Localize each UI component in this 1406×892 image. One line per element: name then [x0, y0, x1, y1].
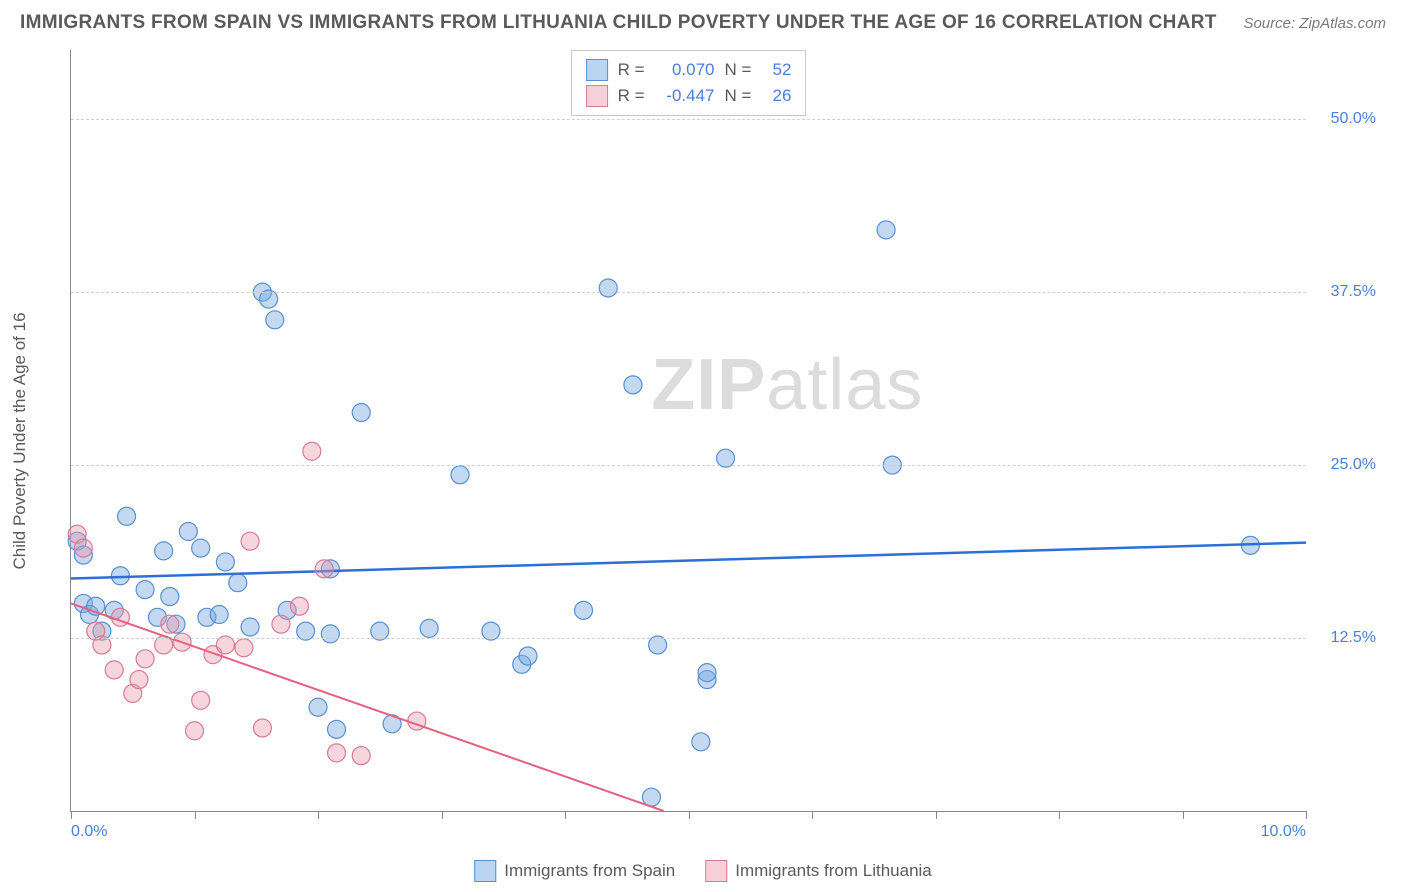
- x-tick-max: 10.0%: [1261, 823, 1306, 841]
- swatch-pink-icon: [705, 860, 727, 882]
- correlation-legend: R = 0.070 N = 52 R = -0.447 N = 26: [571, 50, 807, 116]
- gridline: [71, 638, 1306, 639]
- source-label: Source: ZipAtlas.com: [1243, 15, 1386, 32]
- x-tick: [442, 811, 443, 819]
- data-point: [186, 722, 204, 740]
- x-tick: [936, 811, 937, 819]
- data-point: [136, 581, 154, 599]
- legend-label-spain: Immigrants from Spain: [504, 861, 675, 881]
- x-tick: [71, 811, 72, 819]
- data-point: [118, 507, 136, 525]
- correlation-row-lithuania: R = -0.447 N = 26: [586, 83, 792, 109]
- x-tick-min: 0.0%: [71, 823, 107, 841]
- data-point: [161, 615, 179, 633]
- data-point: [328, 744, 346, 762]
- gridline: [71, 119, 1306, 120]
- data-point: [241, 532, 259, 550]
- trend-line: [71, 603, 664, 811]
- data-point: [328, 720, 346, 738]
- data-point: [321, 625, 339, 643]
- data-point: [192, 691, 210, 709]
- data-point: [235, 639, 253, 657]
- data-point: [155, 542, 173, 560]
- data-point: [74, 539, 92, 557]
- data-point: [229, 574, 247, 592]
- gridline: [71, 465, 1306, 466]
- r-label-2: R =: [618, 86, 645, 106]
- swatch-blue-icon: [586, 59, 608, 81]
- data-point: [352, 404, 370, 422]
- data-point: [130, 671, 148, 689]
- data-point: [451, 466, 469, 484]
- plot-area: ZIPatlas R = 0.070 N = 52 R = -0.447 N =…: [70, 50, 1306, 812]
- swatch-pink-icon: [586, 85, 608, 107]
- swatch-blue-icon: [474, 860, 496, 882]
- n-value-spain: 52: [761, 60, 791, 80]
- r-label: R =: [618, 60, 645, 80]
- x-tick: [565, 811, 566, 819]
- x-tick: [689, 811, 690, 819]
- legend-item-lithuania: Immigrants from Lithuania: [705, 860, 932, 882]
- data-point: [266, 311, 284, 329]
- n-value-lithuania: 26: [761, 86, 791, 106]
- legend-item-spain: Immigrants from Spain: [474, 860, 675, 882]
- data-point: [315, 560, 333, 578]
- data-point: [105, 661, 123, 679]
- data-point: [575, 601, 593, 619]
- y-axis-label: Child Poverty Under the Age of 16: [10, 312, 30, 569]
- data-point: [692, 733, 710, 751]
- x-tick: [812, 811, 813, 819]
- y-tick-label: 37.5%: [1316, 283, 1376, 301]
- x-tick: [1306, 811, 1307, 819]
- data-point: [241, 618, 259, 636]
- chart-title: IMMIGRANTS FROM SPAIN VS IMMIGRANTS FROM…: [20, 12, 1217, 34]
- gridline: [71, 292, 1306, 293]
- data-point: [136, 650, 154, 668]
- data-point: [877, 221, 895, 239]
- y-tick-label: 12.5%: [1316, 629, 1376, 647]
- correlation-row-spain: R = 0.070 N = 52: [586, 57, 792, 83]
- data-point: [303, 442, 321, 460]
- data-point: [352, 747, 370, 765]
- data-point: [290, 597, 308, 615]
- x-tick: [318, 811, 319, 819]
- plot-svg: [71, 50, 1306, 811]
- data-point: [519, 647, 537, 665]
- data-point: [420, 619, 438, 637]
- n-label-2: N =: [725, 86, 752, 106]
- header: IMMIGRANTS FROM SPAIN VS IMMIGRANTS FROM…: [0, 0, 1406, 42]
- data-point: [210, 606, 228, 624]
- data-point: [253, 719, 271, 737]
- x-tick: [1183, 811, 1184, 819]
- data-point: [698, 664, 716, 682]
- x-tick: [195, 811, 196, 819]
- data-point: [216, 553, 234, 571]
- n-label: N =: [725, 60, 752, 80]
- x-tick: [1059, 811, 1060, 819]
- data-point: [599, 279, 617, 297]
- legend-label-lithuania: Immigrants from Lithuania: [735, 861, 932, 881]
- data-point: [309, 698, 327, 716]
- data-point: [272, 615, 290, 633]
- r-value-lithuania: -0.447: [655, 86, 715, 106]
- y-tick-label: 25.0%: [1316, 456, 1376, 474]
- data-point: [192, 539, 210, 557]
- y-tick-label: 50.0%: [1316, 110, 1376, 128]
- chart-container: Child Poverty Under the Age of 16 ZIPatl…: [50, 50, 1386, 832]
- data-point: [179, 523, 197, 541]
- data-point: [624, 376, 642, 394]
- data-point: [161, 588, 179, 606]
- r-value-spain: 0.070: [655, 60, 715, 80]
- bottom-legend: Immigrants from Spain Immigrants from Li…: [474, 860, 932, 882]
